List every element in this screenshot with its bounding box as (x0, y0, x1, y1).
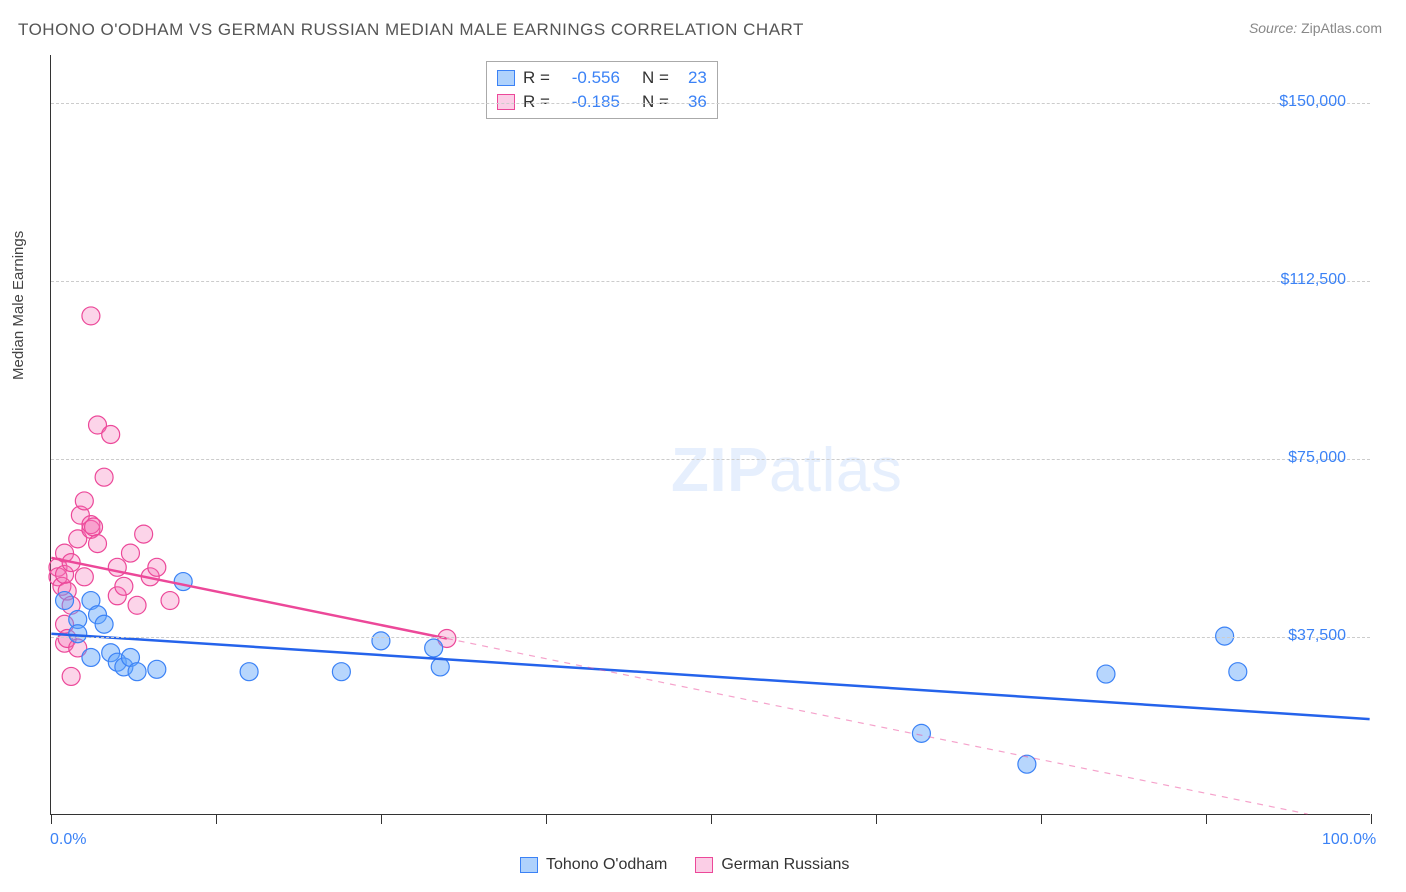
y-axis-label: Median Male Earnings (10, 231, 27, 380)
x-tick (546, 814, 547, 824)
data-point (62, 667, 80, 685)
data-point (128, 663, 146, 681)
data-point (95, 468, 113, 486)
x-tick (51, 814, 52, 824)
data-point (56, 592, 74, 610)
data-point (85, 518, 103, 536)
y-tick-label: $75,000 (1288, 449, 1346, 467)
x-tick (1206, 814, 1207, 824)
data-point (425, 639, 443, 657)
x-tick-label: 100.0% (1322, 831, 1376, 849)
data-point (115, 577, 133, 595)
chart-title: TOHONO O'ODHAM VS GERMAN RUSSIAN MEDIAN … (18, 20, 804, 40)
y-tick-label: $150,000 (1279, 93, 1346, 111)
data-point (174, 573, 192, 591)
swatch-pink-icon (695, 857, 713, 873)
gridline (51, 103, 1370, 104)
source-label: Source: (1249, 20, 1297, 36)
x-tick (1371, 814, 1372, 824)
data-point (1018, 755, 1036, 773)
data-point (95, 615, 113, 633)
chart-svg (51, 55, 1370, 814)
data-point (1229, 663, 1247, 681)
data-point (89, 535, 107, 553)
data-point (128, 596, 146, 614)
data-point (102, 426, 120, 444)
gridline (51, 281, 1370, 282)
gridline (51, 459, 1370, 460)
data-point (82, 648, 100, 666)
source-value: ZipAtlas.com (1301, 20, 1382, 36)
legend: Tohono O'odham German Russians (520, 856, 849, 874)
x-tick (711, 814, 712, 824)
y-tick-label: $112,500 (1280, 271, 1346, 289)
data-point (912, 724, 930, 742)
x-tick (216, 814, 217, 824)
source-attribution: Source: ZipAtlas.com (1249, 20, 1382, 36)
gridline (51, 637, 1370, 638)
data-point (1097, 665, 1115, 683)
legend-item-blue: Tohono O'odham (520, 856, 667, 874)
x-tick (381, 814, 382, 824)
data-point (332, 663, 350, 681)
data-point (148, 660, 166, 678)
data-point (82, 307, 100, 325)
x-tick-label: 0.0% (50, 831, 86, 849)
data-point (135, 525, 153, 543)
data-point (75, 492, 93, 510)
x-tick (1041, 814, 1042, 824)
data-point (161, 592, 179, 610)
data-point (148, 558, 166, 576)
legend-label: Tohono O'odham (546, 856, 667, 874)
y-tick-label: $37,500 (1288, 627, 1346, 645)
swatch-blue-icon (520, 857, 538, 873)
data-point (69, 625, 87, 643)
data-point (431, 658, 449, 676)
x-tick (876, 814, 877, 824)
regression-extrapolation (447, 638, 1308, 814)
data-point (75, 568, 93, 586)
data-point (372, 632, 390, 650)
data-point (240, 663, 258, 681)
plot-area: ZIPatlas R = -0.556 N = 23 R = -0.185 N … (50, 55, 1370, 815)
data-point (121, 544, 139, 562)
legend-item-pink: German Russians (695, 856, 849, 874)
legend-label: German Russians (721, 856, 849, 874)
